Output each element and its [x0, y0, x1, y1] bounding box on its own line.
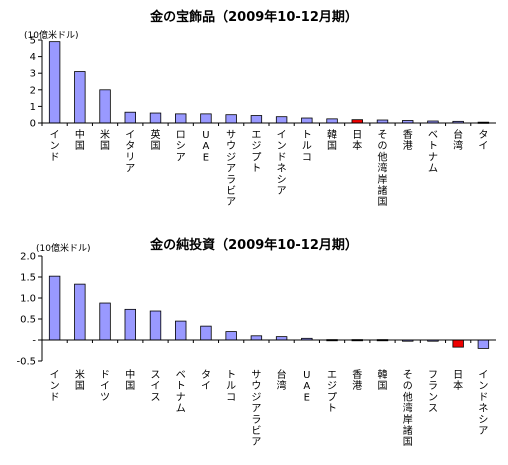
category-label: インドネシア [478, 370, 488, 437]
jewelry-chart: 金の宝飾品（2009年10-12月期） (10億米ドル) 0 1 2 3 4 5 インド 中… [24, 9, 496, 208]
chart-2-title: 金の純投資（2009年10-12月期） [149, 237, 358, 253]
category-label: スイス [151, 370, 161, 403]
category-label: インドネシア [277, 130, 287, 197]
category-label: 香港 [403, 129, 413, 152]
bar [99, 302, 111, 341]
bar [250, 115, 263, 124]
category-label: その他湾岸諸国 [403, 369, 413, 448]
bar [326, 118, 338, 124]
category-label: インド [50, 370, 60, 403]
bar [124, 308, 136, 341]
y-tick-label: 0 [30, 119, 36, 130]
bar [200, 325, 212, 341]
y-tick-label: 1.0 [20, 294, 36, 305]
category-label: フランス [428, 370, 438, 415]
y-tick-label: 3 [30, 69, 36, 80]
bar [477, 339, 490, 349]
category-label: ロシア [176, 130, 186, 163]
category-label: 英国 [151, 128, 161, 152]
chart-2-unit-label: (10億米ドル) [36, 242, 90, 254]
bar [275, 116, 288, 124]
y-tick-label: -0.5 [16, 357, 36, 368]
chart-2-category-labels: インド 米国 ドイツ 中国 スイス ベトナム タイ トルコ サウジアラビア 台湾 U A E エジプト 香港… [50, 368, 489, 448]
bar [48, 41, 61, 124]
category-label: 韓国 [327, 129, 337, 152]
y-tick-label: 1 [30, 102, 36, 113]
category-label: イタリア [125, 130, 135, 175]
bar [74, 71, 86, 124]
category-label: インド [50, 130, 60, 163]
category-label: 中国 [125, 368, 135, 392]
category-label: サウジアラビア [226, 129, 236, 208]
category-label: その他湾岸諸国 [378, 129, 388, 208]
y-tick-label: 4 [30, 52, 36, 63]
bar [99, 89, 111, 124]
category-label: エジプト [327, 370, 337, 415]
y-tick-label: 0.5 [20, 315, 36, 326]
bar [250, 335, 263, 341]
chart-1-title: 金の宝飾品（2009年10-12月期） [149, 9, 358, 25]
category-label: トルコ [226, 370, 236, 403]
category-label: 米国 [100, 128, 110, 152]
chart-1-y-axis: 0 1 2 3 4 5 [30, 36, 42, 130]
bar [149, 310, 162, 341]
chart-2-bars [41, 275, 490, 349]
chart-2-y-axis: -0.5-0.51.01.52.0 [16, 252, 42, 368]
category-label: 中国 [75, 128, 85, 152]
y-tick-label: 5 [30, 36, 36, 47]
bar [175, 320, 187, 341]
bar [275, 336, 288, 341]
y-tick-label: 2 [30, 85, 36, 96]
category-label: 米国 [75, 368, 85, 392]
bar [301, 117, 313, 124]
category-label: ベトナム [176, 369, 186, 415]
category-label: サウジアラビア [251, 369, 261, 448]
bar [74, 283, 86, 341]
category-label: 台湾 [277, 368, 287, 392]
category-label: 日本 [453, 370, 463, 392]
category-label: タイ [478, 129, 488, 152]
category-label: 香港 [352, 369, 362, 392]
investment-chart: 金の純投資（2009年10-12月期） (10億米ドル) -0.5-0.51.0… [16, 237, 496, 448]
bar [124, 111, 136, 124]
bar [48, 275, 61, 341]
category-label: ベトナム [428, 129, 438, 175]
category-label: 台湾 [453, 128, 463, 152]
category-label: タイ [201, 369, 211, 392]
chart-1-bars [41, 41, 490, 126]
category-label: 日本 [352, 130, 362, 152]
category-label: ドイツ [100, 370, 110, 403]
bar [175, 113, 187, 124]
category-label: トルコ [302, 130, 312, 163]
bar [200, 113, 212, 124]
y-tick-label: - [32, 336, 36, 347]
bar [225, 114, 237, 124]
chart-1-unit-label: (10億米ドル) [24, 29, 78, 41]
y-tick-label: 2.0 [20, 252, 36, 263]
bar [225, 331, 237, 341]
bar [149, 112, 162, 124]
category-label: エジプト [251, 130, 261, 175]
bar [452, 339, 464, 348]
y-tick-label: 1.5 [20, 273, 36, 284]
category-label: 韓国 [378, 369, 388, 392]
